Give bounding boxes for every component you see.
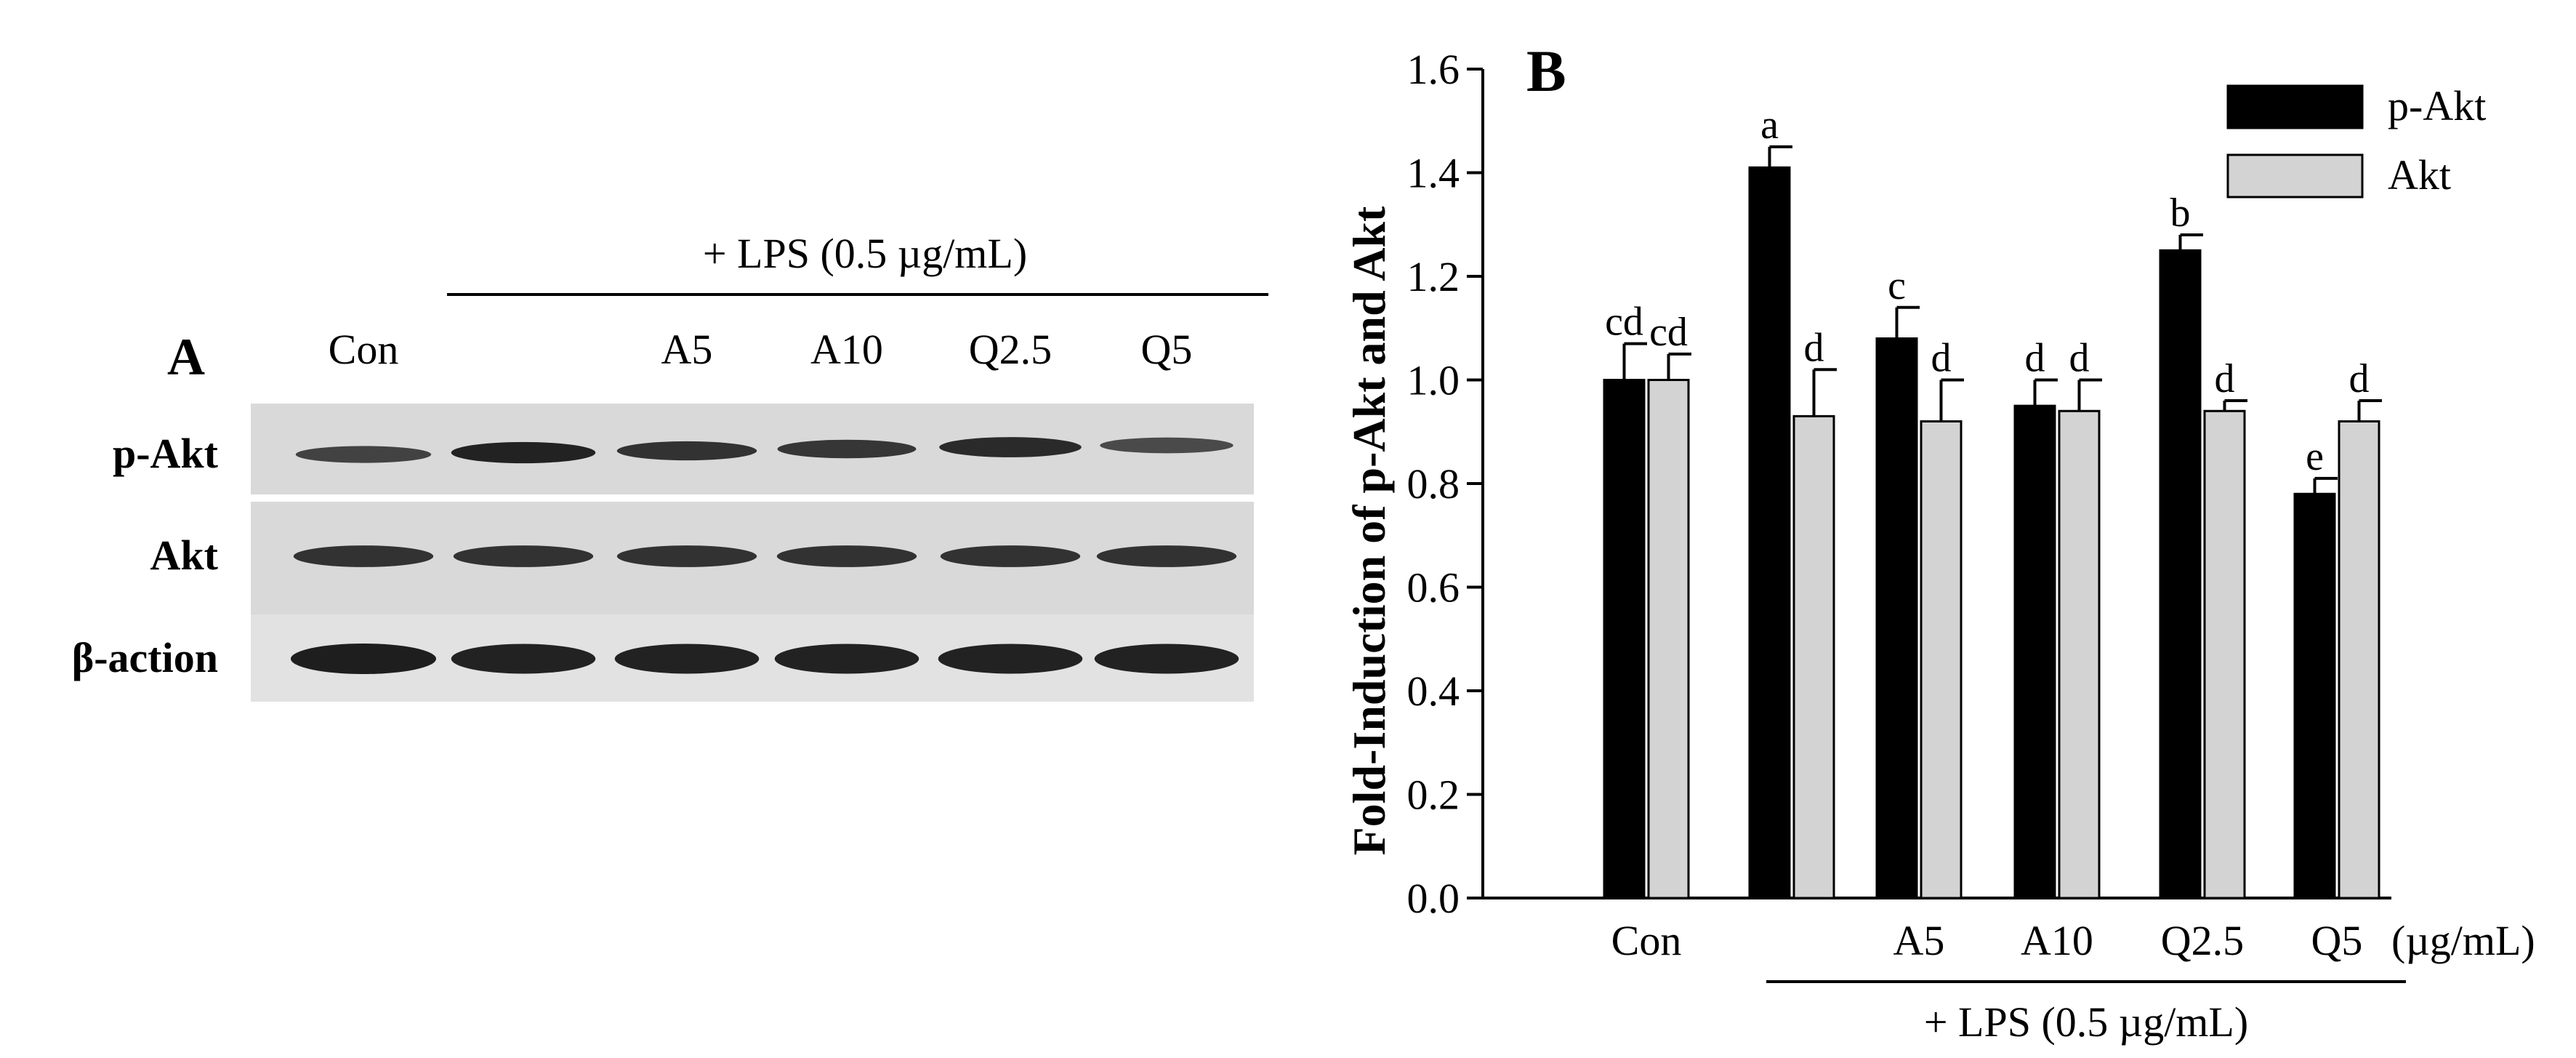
blot-band xyxy=(776,545,917,567)
bar-group: cd xyxy=(1647,310,1691,899)
y-axis-title: Fold-Induction of p-Akt and Akt xyxy=(1343,206,1395,855)
bar-group: a xyxy=(1748,103,1792,899)
panel-b-label: B xyxy=(1526,38,1566,104)
significance-letter: cd xyxy=(1605,300,1643,345)
legend-label: Akt xyxy=(2388,151,2451,199)
blot-band xyxy=(453,545,594,567)
blot-lane-label: Q5 xyxy=(1141,326,1193,373)
blot-row-0: p-Akt xyxy=(113,404,1254,494)
y-tick-label: 0.6 xyxy=(1407,564,1460,612)
y-tick-label: 1.0 xyxy=(1407,357,1460,404)
y-tick-label: 0.4 xyxy=(1407,668,1460,715)
bar xyxy=(2013,404,2056,899)
y-tick-label: 0.8 xyxy=(1407,460,1460,508)
y-tick-label: 1.4 xyxy=(1407,150,1460,197)
western-blot-panel: A + LPS (0.5 µg/mL) Con A5 A10 Q2.5 Q5 p-Akt… xyxy=(72,230,1268,702)
blot-lane-label: A10 xyxy=(810,326,883,373)
bar xyxy=(1920,420,1963,899)
bar-group: d xyxy=(2203,356,2247,899)
bar xyxy=(1875,337,1918,899)
chart-treatment-label: + LPS (0.5 µg/mL) xyxy=(1924,998,2248,1046)
blot-band xyxy=(940,545,1081,567)
blot-band xyxy=(451,441,596,464)
significance-letter: c xyxy=(1888,263,1906,308)
panel-a-label: A xyxy=(167,328,205,386)
blot-band xyxy=(616,441,757,461)
blot-lane-label: Q2.5 xyxy=(969,326,1052,373)
bar xyxy=(2293,492,2336,899)
blot-lane-labels: Con A5 A10 Q2.5 Q5 xyxy=(329,326,1193,373)
y-tick-label: 1.6 xyxy=(1407,46,1460,93)
blot-row-label: Akt xyxy=(150,532,219,579)
bar-group: d xyxy=(2013,336,2058,899)
legend-swatch xyxy=(2226,84,2364,129)
blot-band xyxy=(614,644,760,674)
blot-row-label: p-Akt xyxy=(113,430,219,477)
bar-group: d xyxy=(2338,356,2382,899)
bar xyxy=(1748,166,1791,899)
x-axis: Con A5 A10 Q2.5 Q5 xyxy=(1483,897,2391,964)
blot-band xyxy=(451,644,596,674)
blot-band xyxy=(774,644,919,674)
blot-band xyxy=(293,545,434,567)
significance-letter: d xyxy=(1804,325,1824,370)
blot-lane-label: Con xyxy=(329,326,399,373)
blot-row-label: β-action xyxy=(72,634,218,681)
significance-letter: d xyxy=(2069,336,2090,381)
legend-label: p-Akt xyxy=(2388,82,2486,129)
legend-swatch xyxy=(2226,153,2364,199)
y-tick-label: 1.2 xyxy=(1407,253,1460,300)
blot-band xyxy=(939,437,1082,457)
bar xyxy=(1603,379,1646,899)
significance-letter: cd xyxy=(1649,310,1688,355)
blot-rows: p-Akt Akt β-action xyxy=(72,404,1254,702)
blot-band xyxy=(1094,644,1239,674)
significance-letter: d xyxy=(2215,356,2235,401)
y-axis: 0.0 0.2 0.4 0.6 0.8 1.0 1.2 1.4 1.6 xyxy=(1407,46,1484,922)
blot-row-1: Akt xyxy=(150,502,1254,614)
x-tick-label: Q5 xyxy=(2311,917,2363,964)
blot-band xyxy=(1096,545,1237,567)
bar-group: d xyxy=(2058,336,2102,899)
bar xyxy=(1647,379,1690,899)
blot-band xyxy=(777,439,917,459)
bar xyxy=(2058,409,2101,899)
bar xyxy=(2159,249,2202,899)
legend: p-Akt Akt xyxy=(2226,82,2486,199)
y-tick-label: 0.2 xyxy=(1407,772,1460,819)
significance-letter: e xyxy=(2306,434,2324,479)
bar-group: c xyxy=(1875,263,1920,899)
significance-letter: a xyxy=(1760,103,1779,148)
bar-group: b xyxy=(2159,191,2203,899)
x-tick-label: A5 xyxy=(1893,917,1945,964)
blot-band xyxy=(295,446,432,463)
bar-group: d xyxy=(1920,336,1964,899)
bar-chart-panel: B Fold-Induction of p-Akt and Akt 0.0 0.2… xyxy=(1343,38,2535,1046)
blot-treatment-label: + LPS (0.5 µg/mL) xyxy=(703,230,1027,277)
x-tick-label: A10 xyxy=(2021,917,2093,964)
bar xyxy=(2203,409,2246,899)
bar-group: d xyxy=(1792,325,1837,899)
blot-band xyxy=(291,644,436,674)
blot-lane-label: A5 xyxy=(661,326,713,373)
bar xyxy=(1792,414,1835,899)
significance-letter: d xyxy=(2349,356,2370,401)
bar-group: e xyxy=(2293,434,2338,899)
bar xyxy=(2338,420,2380,899)
x-tick-label: Q2.5 xyxy=(2161,917,2244,964)
significance-letter: b xyxy=(2170,191,2191,236)
blot-band xyxy=(1100,437,1233,454)
bar-group: cd xyxy=(1603,300,1647,899)
significance-letter: d xyxy=(1931,336,1952,381)
y-tick-label: 0.0 xyxy=(1407,875,1460,922)
blot-row-2: β-action xyxy=(72,614,1254,702)
blot-band xyxy=(938,644,1083,674)
x-unit-label: (µg/mL) xyxy=(2391,917,2535,964)
x-tick-label: Con xyxy=(1611,917,1682,964)
blot-band xyxy=(616,545,757,567)
significance-letter: d xyxy=(2025,336,2045,381)
